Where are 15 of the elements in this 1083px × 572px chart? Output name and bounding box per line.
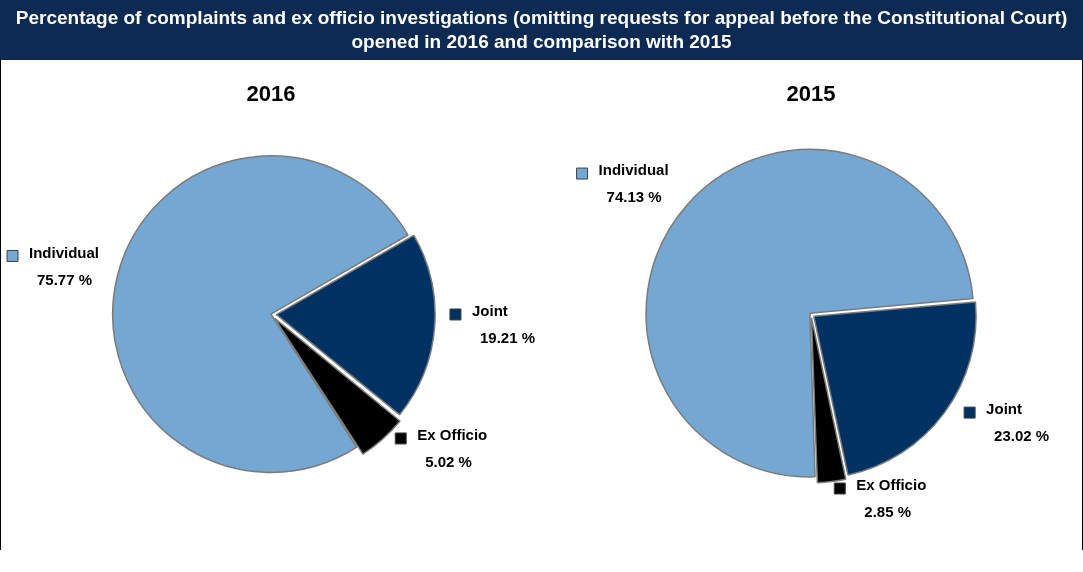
chart-title: 2016 <box>246 81 296 107</box>
legend-label: Individual <box>29 243 100 261</box>
data-label: 19.21 % <box>479 329 536 347</box>
text: Percentage of complaints and ex officio investigations (omitting requests for appeal before the Constitutional Court) opened in 2016 and comparison with 2015 <box>0 0 1083 60</box>
data-label: 75.77 % <box>37 270 93 288</box>
legend-label: Joint <box>471 302 508 320</box>
data-label: 74.13 % <box>606 188 662 206</box>
legend-label: Ex Officio <box>856 476 927 494</box>
legend-label: Individual <box>598 161 669 179</box>
legend-label: Joint <box>986 400 1022 418</box>
chart-title: 2015 <box>786 81 836 107</box>
data-label: 5.02 % <box>425 453 472 471</box>
legend-label: Ex Officio <box>417 426 488 444</box>
data-label: 2.85 % <box>864 503 911 521</box>
data-label: 23.02 % <box>994 427 1050 445</box>
